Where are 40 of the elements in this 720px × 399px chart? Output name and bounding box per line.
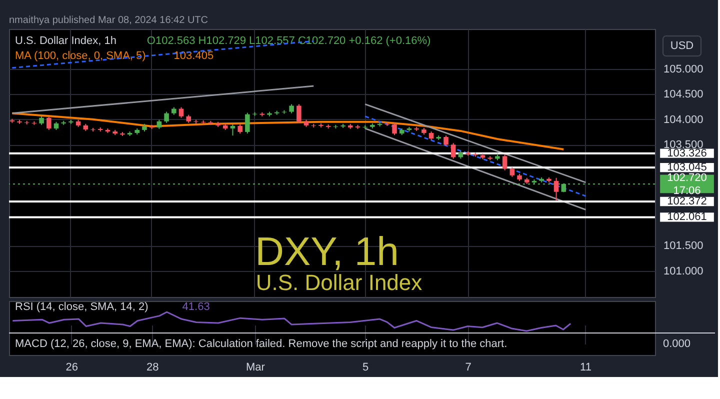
category-label: 7 [465,362,472,374]
text: U.S. Dollar Index, 1h [15,35,116,47]
text: nmaithya published Mar 08, 2024 16:42 UTC [9,15,208,26]
chart-title: RSI (14, close, SMA, 14, 2) [15,301,148,313]
text: USD [670,40,694,52]
candlestick [502,154,508,171]
candlestick [230,124,236,136]
candlestick [46,116,52,130]
category-label: 11 [580,362,592,374]
text: MA (100, close, 0, SMA, 5) [15,50,146,62]
category-label: 5 [362,362,369,374]
ref-line-label: 103.045 [667,162,707,174]
candlestick [392,122,397,136]
ref-line-label: 103.326 [667,147,707,160]
y-tick-label: 101.000 [664,265,704,278]
y-tick-label: 104.000 [664,114,704,126]
candlestick [164,111,169,124]
category-label: 28 [146,362,159,374]
candlestick [444,134,448,147]
text: 0.000 [663,338,691,350]
y-tick-label: 105.000 [664,63,704,76]
text: O102.563 H102.729 L102.557 C102.720 +0.162 (+0.16%) [146,35,431,47]
ref-line-label: 102.061 [667,211,707,224]
candlestick [554,177,559,202]
y-tick-label: 101.500 [664,240,704,252]
line-series [11,112,565,150]
candlestick [245,112,250,134]
candlestick [296,104,302,124]
text: MACD (12, 26, close, 9, EMA, EMA): Calculation failed. Remove the script and reapply it to the chart. [15,338,508,350]
candlestick [510,166,515,178]
category-label: Mar [246,362,265,374]
candlestick [178,106,184,118]
candlestick [238,124,242,134]
annotation: 41.63 [182,301,210,313]
candlestick [156,119,162,130]
category-label: 26 [66,362,78,374]
y-tick-label: 104.500 [664,88,704,101]
candlestick [289,104,294,114]
ref-line-label: 102.372 [667,196,707,208]
candlestick [450,142,456,160]
